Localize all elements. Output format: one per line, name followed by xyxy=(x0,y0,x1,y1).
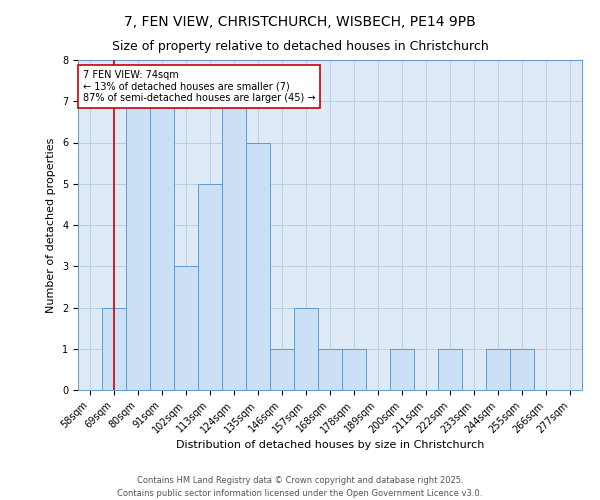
Bar xyxy=(270,349,294,390)
Bar xyxy=(246,142,270,390)
Bar xyxy=(150,101,174,390)
Bar xyxy=(198,184,222,390)
Bar xyxy=(510,349,534,390)
Bar xyxy=(390,349,414,390)
X-axis label: Distribution of detached houses by size in Christchurch: Distribution of detached houses by size … xyxy=(176,440,484,450)
Bar xyxy=(222,101,246,390)
Bar xyxy=(126,101,150,390)
Bar xyxy=(342,349,366,390)
Bar xyxy=(174,266,198,390)
Text: Size of property relative to detached houses in Christchurch: Size of property relative to detached ho… xyxy=(112,40,488,53)
Y-axis label: Number of detached properties: Number of detached properties xyxy=(46,138,56,312)
Text: Contains HM Land Registry data © Crown copyright and database right 2025.
Contai: Contains HM Land Registry data © Crown c… xyxy=(118,476,482,498)
Text: 7, FEN VIEW, CHRISTCHURCH, WISBECH, PE14 9PB: 7, FEN VIEW, CHRISTCHURCH, WISBECH, PE14… xyxy=(124,15,476,29)
Text: 7 FEN VIEW: 74sqm
← 13% of detached houses are smaller (7)
87% of semi-detached : 7 FEN VIEW: 74sqm ← 13% of detached hous… xyxy=(83,70,316,103)
Bar xyxy=(318,349,342,390)
Bar xyxy=(102,308,126,390)
Bar xyxy=(486,349,510,390)
Bar xyxy=(438,349,462,390)
Bar xyxy=(294,308,318,390)
